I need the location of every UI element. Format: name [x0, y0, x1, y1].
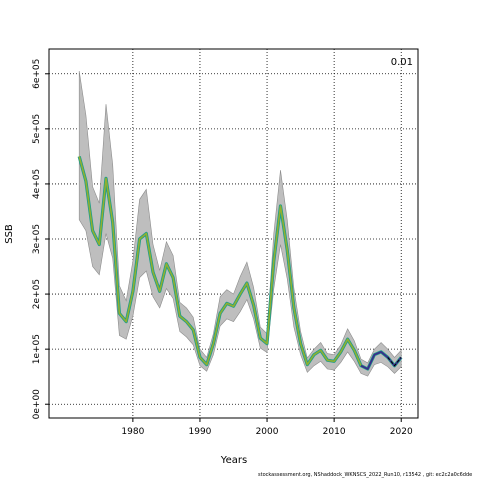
y-tick-label: 6e+05	[32, 59, 42, 89]
y-tick-label: 3e+05	[32, 224, 42, 254]
x-tick-label: 2000	[256, 427, 279, 437]
ssb-series	[77, 155, 403, 371]
x-tick-label: 1980	[121, 427, 144, 437]
y-tick-label: 5e+05	[32, 114, 42, 144]
y-tick-label: 1e+05	[32, 334, 42, 364]
x-tick-label: 2020	[390, 427, 413, 437]
y-axis-title: SSB	[4, 224, 15, 244]
x-tick-label: 1990	[189, 427, 212, 437]
x-axis-title: Years	[220, 455, 247, 466]
corner-label: 0.01	[391, 57, 413, 68]
y-tick-label: 4e+05	[32, 169, 42, 199]
ssb-line-forecast	[387, 357, 402, 367]
confidence-band	[78, 70, 402, 377]
footer-note: stockassessment.org, NShaddock_WKNSCS_20…	[258, 472, 473, 478]
y-tick-label: 0e+00	[32, 389, 42, 420]
x-tick-label: 2010	[323, 427, 346, 437]
ssb-line-early	[78, 156, 362, 367]
axes: 1980 1990 2000 2010 2020 0e+00 1e+05 2e+05 3e+05…	[32, 59, 413, 437]
plot-frame	[48, 48, 419, 419]
y-tick-label: 2e+05	[32, 279, 42, 309]
ssb-line-base	[77, 155, 403, 371]
